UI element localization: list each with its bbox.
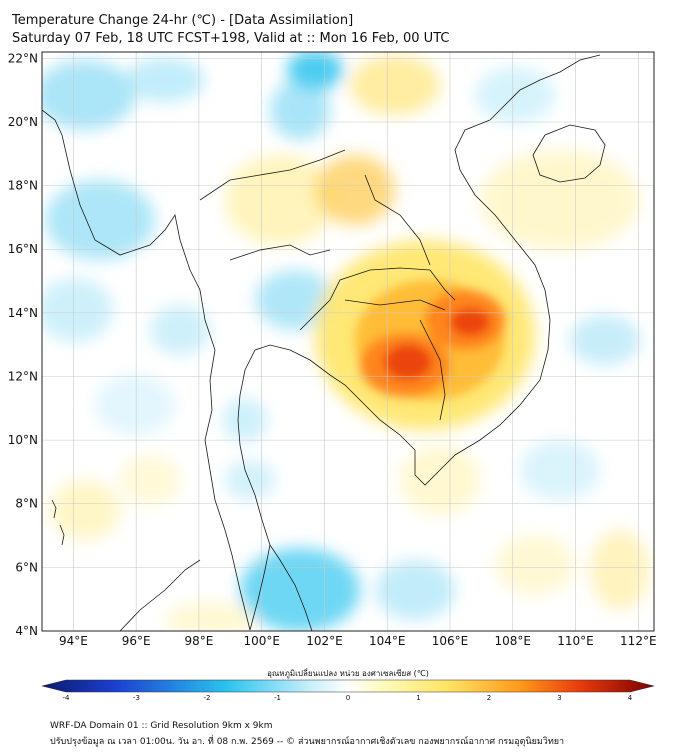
lat-tick-label: 10°N: [8, 433, 38, 447]
longitude-axis: 94°E 96°E 98°E 100°E 102°E 104°E 106°E 108°E 110…: [59, 634, 657, 648]
lon-tick-label: 106°E: [432, 634, 469, 648]
colorbar-tick-label: 3: [557, 694, 561, 702]
lat-tick-label: 6°N: [15, 560, 38, 574]
colorbar-ramp: [41, 679, 655, 693]
colorbar-tick-label: 4: [628, 694, 633, 702]
lon-tick-label: 100°E: [243, 634, 280, 648]
footer-model-info: WRF-DA Domain 01 :: Grid Resolution 9km …: [50, 721, 273, 731]
colorbar-tick-label: 1: [416, 694, 420, 702]
footer-credit: ปรับปรุงข้อมูล ณ เวลา 01:00น. วัน อา. ที…: [50, 737, 565, 747]
lon-tick-label: 104°E: [369, 634, 406, 648]
lon-tick-label: 110°E: [557, 634, 594, 648]
lon-tick-label: 98°E: [184, 634, 213, 648]
coastline-borders: [42, 54, 606, 631]
colorbar-tick-label: -4: [63, 694, 71, 702]
latitude-axis: 22°N 20°N 18°N 16°N 14°N 12°N 10°N 8°N 6°N 4°N: [8, 51, 38, 638]
colorbar-tick-label: 2: [487, 694, 491, 702]
colorbar-tick-label: -1: [274, 694, 281, 702]
map-title: Temperature Change 24-hr (℃) - [Data Ass…: [12, 13, 354, 28]
lat-tick-label: 4°N: [15, 624, 38, 638]
colorbar: อุณหภูมิเปลี่ยนแปลง หน่วย องศาเซลเซียส (…: [41, 667, 655, 702]
colorbar-title: อุณหภูมิเปลี่ยนแปลง หน่วย องศาเซลเซียส (…: [267, 667, 429, 679]
colorbar-tick-label: -3: [133, 694, 140, 702]
colorbar-tick-label: -2: [204, 694, 211, 702]
lon-tick-label: 112°E: [620, 634, 657, 648]
map-gridlines: [42, 52, 654, 631]
lon-tick-label: 94°E: [59, 634, 88, 648]
lat-tick-label: 14°N: [8, 306, 38, 320]
lon-tick-label: 108°E: [495, 634, 532, 648]
temperature-field: [42, 52, 650, 631]
lon-tick-label: 96°E: [122, 634, 151, 648]
lon-tick-label: 102°E: [306, 634, 343, 648]
lat-tick-label: 18°N: [8, 179, 38, 193]
lat-tick-label: 16°N: [8, 242, 38, 256]
colorbar-tick-label: 0: [346, 694, 350, 702]
lat-tick-label: 8°N: [15, 497, 38, 511]
plot-frame: [41, 51, 655, 632]
lat-tick-label: 12°N: [8, 369, 38, 383]
map-subtitle: Saturday 07 Feb, 18 UTC FCST+198, Valid …: [12, 31, 450, 46]
lat-tick-label: 22°N: [8, 51, 38, 65]
lat-tick-label: 20°N: [8, 115, 38, 129]
